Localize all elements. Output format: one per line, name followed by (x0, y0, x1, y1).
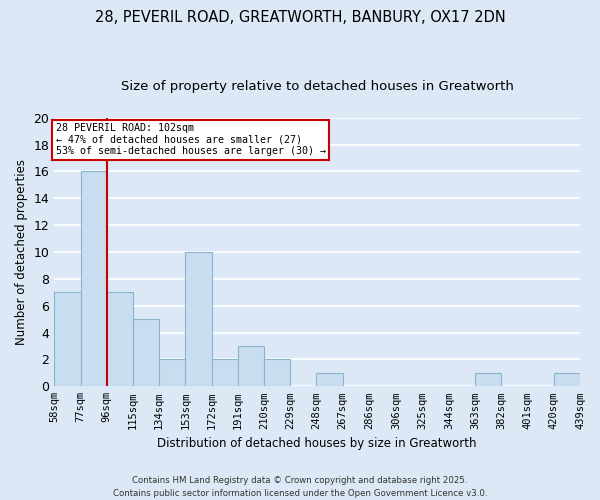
Text: 28, PEVERIL ROAD, GREATWORTH, BANBURY, OX17 2DN: 28, PEVERIL ROAD, GREATWORTH, BANBURY, O… (95, 10, 505, 25)
Bar (54, 292, 80, 386)
Bar (80, 172, 107, 386)
Bar (475, 373, 502, 386)
Bar (264, 360, 290, 386)
Y-axis label: Number of detached properties: Number of detached properties (15, 159, 28, 345)
Bar (316, 373, 343, 386)
Title: Size of property relative to detached houses in Greatworth: Size of property relative to detached ho… (121, 80, 514, 93)
Bar (212, 360, 238, 386)
Bar (159, 360, 185, 386)
Bar (554, 373, 580, 386)
Text: 28 PEVERIL ROAD: 102sqm
← 47% of detached houses are smaller (27)
53% of semi-de: 28 PEVERIL ROAD: 102sqm ← 47% of detache… (56, 123, 326, 156)
Bar (133, 319, 159, 386)
X-axis label: Distribution of detached houses by size in Greatworth: Distribution of detached houses by size … (157, 437, 477, 450)
Bar (238, 346, 264, 387)
Text: Contains HM Land Registry data © Crown copyright and database right 2025.
Contai: Contains HM Land Registry data © Crown c… (113, 476, 487, 498)
Bar (185, 252, 212, 386)
Bar (107, 292, 133, 386)
